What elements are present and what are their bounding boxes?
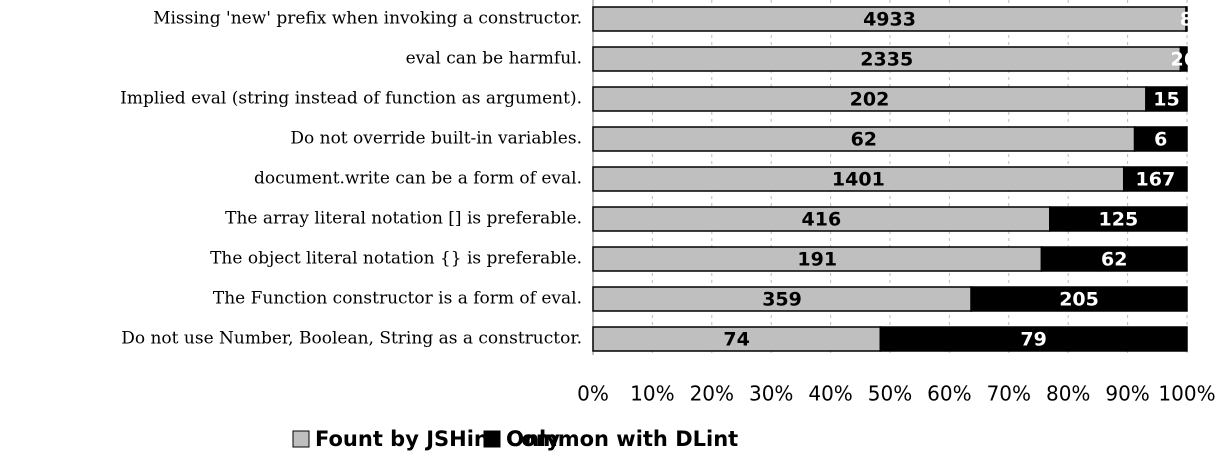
bar-segment (592, 166, 1125, 192)
value-label: 1401 (832, 169, 885, 191)
value-label: 74 (723, 329, 749, 351)
value-label: 26 (1171, 49, 1197, 71)
x-tick-label: 40% (808, 382, 852, 406)
category-label: The Function constructor is a form of ev… (213, 289, 582, 309)
category-label: Do not override built-in variables. (290, 129, 582, 149)
x-tick-label: 30% (749, 382, 793, 406)
category-label: Do not use Number, Boolean, String as a … (121, 329, 582, 349)
bar-segment (592, 126, 1136, 152)
bar-segment (1122, 166, 1188, 192)
legend-label: Fount by JSHint Only (315, 427, 560, 451)
category-label: Implied eval (string instead of function… (120, 89, 582, 109)
bar-segment (1179, 46, 1188, 72)
value-label: 191 (797, 249, 837, 271)
x-tick-label: 20% (690, 382, 734, 406)
bar-segment (879, 326, 1188, 352)
bar-segment (970, 286, 1188, 312)
value-label: 359 (762, 289, 802, 311)
bar-segment (592, 286, 972, 312)
category-label: document.write can be a form of eval. (254, 169, 582, 189)
x-tick-label: 10% (630, 382, 674, 406)
bar-segment (592, 246, 1043, 272)
value-label: 15 (1153, 89, 1179, 111)
value-label: 167 (1136, 169, 1176, 191)
bar-segment (1040, 246, 1188, 272)
value-label: 8 (1180, 9, 1193, 31)
bar-segment (1185, 6, 1188, 32)
x-tick-label: 90% (1105, 382, 1149, 406)
value-label: 4933 (863, 9, 916, 31)
x-tick-label: 60% (927, 382, 971, 406)
category-label: Missing 'new' prefix when invoking a con… (153, 9, 582, 29)
bar-segment (1133, 126, 1188, 152)
value-label: 79 (1020, 329, 1046, 351)
value-label: 205 (1059, 289, 1099, 311)
legend-swatch (292, 430, 310, 448)
bar-segment (592, 326, 882, 352)
value-label: 62 (1101, 249, 1127, 271)
x-tick-label: 50% (868, 382, 912, 406)
x-tick-label: 100% (1158, 382, 1215, 406)
value-label: 2335 (860, 49, 913, 71)
x-tick-label: 0% (577, 382, 609, 406)
value-label: 416 (802, 209, 842, 231)
category-label: The array literal notation [] is prefera… (225, 209, 582, 229)
x-tick-label: 80% (1046, 382, 1090, 406)
x-tick-label: 70% (987, 382, 1031, 406)
category-label: eval can be harmful. (406, 49, 582, 69)
bar-segment (1145, 86, 1188, 112)
value-label: 6 (1154, 129, 1167, 151)
bar-segment (592, 46, 1182, 72)
category-label: The object literal notation {} is prefer… (210, 249, 582, 269)
value-label: 202 (850, 89, 890, 111)
value-label: 62 (851, 129, 877, 151)
bar-segment (1049, 206, 1188, 232)
legend-swatch (483, 430, 501, 448)
bar-segment (592, 206, 1051, 232)
legend-label: Common with DLint (506, 427, 738, 451)
value-label: 125 (1099, 209, 1139, 231)
